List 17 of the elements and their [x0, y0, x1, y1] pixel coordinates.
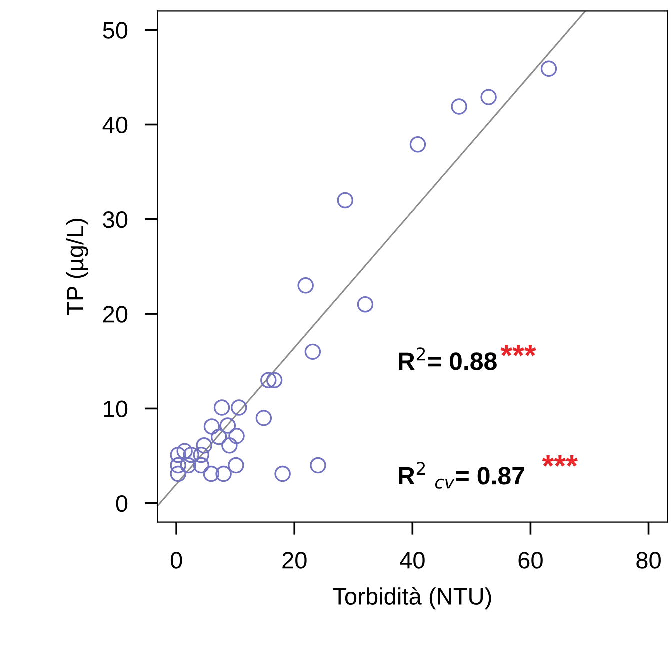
annotation: *** — [542, 455, 578, 467]
y-axis-title: TP (µg/L) — [66, 218, 88, 316]
y-tick-label: 50 — [103, 22, 128, 39]
x-tick-label: 0 — [170, 552, 182, 569]
y-tick-label: 10 — [104, 400, 128, 418]
annotation: R$^{2}$= 0.88 — [399, 348, 497, 370]
x-axis-title: Torbidità (NTU) — [333, 587, 492, 610]
x-tick-label: 40 — [400, 552, 425, 569]
annotation: *** — [500, 344, 536, 356]
y-tick-label: 30 — [103, 211, 128, 228]
x-tick-label: 60 — [518, 552, 543, 569]
y-tick-label: 40 — [102, 116, 128, 134]
y-tick-label: 0 — [116, 495, 128, 512]
annotation: R$^{2}$ $_{cv}$= 0.87 — [399, 462, 524, 489]
x-tick-label: 20 — [282, 552, 307, 569]
y-tick-label: 20 — [103, 306, 128, 323]
x-tick-label: 80 — [636, 552, 661, 569]
